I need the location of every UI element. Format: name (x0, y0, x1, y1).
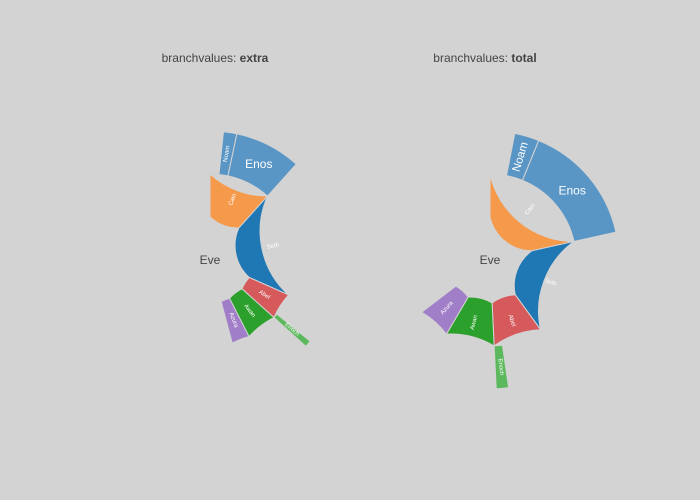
slice-label-abel: Abel (507, 314, 517, 327)
slice-arc-cain[interactable] (489, 173, 575, 252)
slice-label-noam: Noam (222, 145, 231, 162)
slice-label-enoch: Enoch (497, 358, 505, 376)
sunburst-slice-enoch[interactable]: Enoch (273, 313, 311, 348)
slice-label-enos: Enos (558, 184, 585, 198)
slice-arc-azura[interactable] (420, 285, 469, 336)
slice-arc-noam[interactable] (505, 132, 540, 182)
sunburst-slice-noam[interactable]: Noam (218, 131, 238, 177)
chart-title-extra: branchvalues: extra (162, 51, 269, 65)
slice-arc-enoch[interactable] (273, 313, 311, 348)
slice-label-enos: Enos (245, 157, 272, 171)
chart-title-total: branchvalues: total (433, 51, 536, 65)
slice-arc-azura[interactable] (220, 297, 250, 344)
slice-label-enoch: Enoch (283, 322, 300, 338)
sunburst-total: Cain Seth Enos Noam Abel Awan Enoch Azura Eve (420, 132, 617, 390)
sunburst-slice-noam[interactable]: Noam (505, 132, 540, 182)
slice-arc-enoch[interactable] (493, 344, 510, 390)
chart-title-extra-prefix: branchvalues: (162, 51, 240, 65)
sunburst-slice-enos[interactable]: Enos (521, 139, 617, 243)
slice-label-seth: Seth (543, 278, 557, 288)
slice-label-cain: Cain (228, 193, 238, 207)
sunburst-slice-enoch[interactable]: Enoch (493, 344, 510, 390)
chart-title-total-mode: total (511, 51, 536, 65)
slice-arc-noam[interactable] (218, 131, 238, 177)
slice-label-abel: Abel (257, 289, 270, 301)
slice-label-cain: Cain (524, 203, 536, 216)
slice-label-azura: Azura (228, 312, 239, 329)
center-label-eve[interactable]: Eve (200, 253, 221, 267)
center-label-eve[interactable]: Eve (480, 253, 501, 267)
slice-label-awan: Awan (470, 315, 479, 331)
sunburst-slice-azura[interactable]: Azura (220, 297, 250, 344)
sunburst-slice-enos[interactable]: Enos (227, 133, 298, 197)
chart-title-total-prefix: branchvalues: (433, 51, 511, 65)
chart-title-extra-mode: extra (240, 51, 269, 65)
slice-label-seth: Seth (266, 242, 279, 250)
sunburst-slice-azura[interactable]: Azura (420, 285, 469, 336)
